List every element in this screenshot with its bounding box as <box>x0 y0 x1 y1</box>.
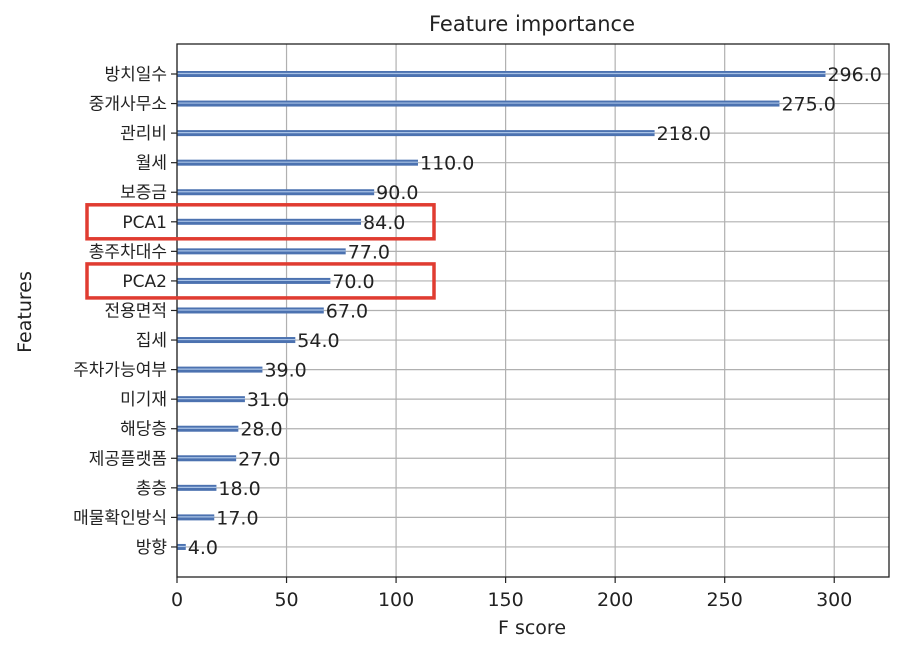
x-tick-label: 300 <box>816 589 852 611</box>
category-label: 제공플랫폼 <box>89 449 167 469</box>
bar-value-label: 39.0 <box>264 360 306 382</box>
category-label: PCA1 <box>122 213 167 233</box>
category-label: 매물확인방식 <box>73 508 167 528</box>
chart-title: Feature importance <box>429 12 635 36</box>
category-label: PCA2 <box>122 272 167 292</box>
bar-value-label: 17.0 <box>216 507 258 529</box>
category-label: 보증금 <box>120 183 167 203</box>
category-label: 관리비 <box>120 124 167 144</box>
bar-value-label: 84.0 <box>363 212 405 234</box>
highlight-boxes <box>85 203 436 300</box>
category-label: 미기재 <box>120 390 167 410</box>
bar-value-label: 4.0 <box>188 537 218 559</box>
bar-value-label: 218.0 <box>657 123 711 145</box>
category-label: 집세 <box>136 331 167 351</box>
x-axis-title: F score <box>498 617 566 639</box>
value-labels: 296.0 275.0 218.0 110.090.0 84.0 77.0 70.0 67.0… <box>188 64 882 559</box>
bar-value-label: 18.0 <box>218 478 260 500</box>
x-tick-label: 200 <box>597 589 633 611</box>
category-label: 해당층 <box>120 420 167 440</box>
bar-value-label: 90.0 <box>376 182 418 204</box>
x-tick-label: 0 <box>171 589 183 611</box>
bar-value-label: 275.0 <box>781 94 835 116</box>
bar-value-label: 27.0 <box>238 448 280 470</box>
bar-value-label: 31.0 <box>247 389 289 411</box>
category-label: 방치일수 <box>104 65 167 85</box>
x-axis-ticks: 0 50 100 150 200 250 300 <box>171 577 852 611</box>
category-label: 전용면적 <box>104 301 167 321</box>
x-tick-label: 100 <box>378 589 414 611</box>
highlight-box <box>85 262 436 300</box>
category-label: 방향 <box>136 538 167 558</box>
x-tick-label: 250 <box>707 589 743 611</box>
x-tick-label: 150 <box>487 589 523 611</box>
x-tick-label: 50 <box>274 589 298 611</box>
category-label: 주차가능여부 <box>73 361 167 381</box>
highlight-box <box>85 203 436 241</box>
bar-value-label: 67.0 <box>326 300 368 322</box>
bar-value-label: 54.0 <box>297 330 339 352</box>
category-label: 월세 <box>136 154 167 174</box>
y-axis-title: Features <box>14 271 36 353</box>
plot-frame <box>176 43 890 578</box>
bars <box>177 71 826 550</box>
bar-value-label: 70.0 <box>332 271 374 293</box>
bar-value-label: 77.0 <box>348 241 390 263</box>
category-label: 중개사무소 <box>89 95 167 115</box>
bar-value-label: 296.0 <box>827 64 881 86</box>
bar-value-label: 110.0 <box>420 153 474 175</box>
category-label: 총주차대수 <box>89 242 167 262</box>
category-label: 총층 <box>136 479 167 499</box>
bar-value-label: 28.0 <box>240 419 282 441</box>
